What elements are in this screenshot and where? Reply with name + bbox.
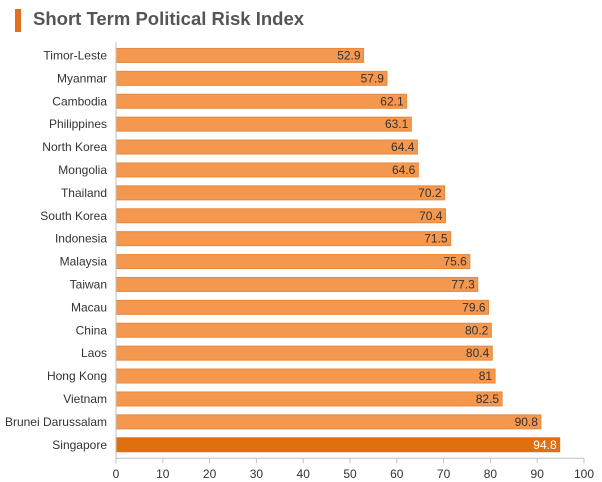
- bar: [115, 93, 408, 109]
- x-tick-label: 60: [390, 467, 404, 481]
- data-label: 75.6: [443, 255, 467, 269]
- bar: [115, 345, 493, 361]
- bar: [115, 414, 542, 430]
- data-label: 57.9: [361, 71, 385, 85]
- category-label: China: [76, 323, 108, 337]
- data-label: 80.4: [466, 346, 490, 360]
- bar: [115, 299, 490, 315]
- category-label: Philippines: [49, 117, 107, 131]
- x-tick-label: 100: [574, 467, 594, 481]
- data-label: 90.8: [515, 415, 539, 429]
- bar: [115, 208, 446, 224]
- data-label: 70.4: [419, 209, 443, 223]
- data-label: 80.2: [465, 323, 489, 337]
- data-label: 82.5: [476, 392, 500, 406]
- bar: [115, 47, 365, 63]
- category-label: Mongolia: [58, 163, 107, 177]
- bar: [115, 437, 561, 453]
- x-tick-label: 80: [484, 467, 498, 481]
- bar: [115, 185, 446, 201]
- x-tick-label: 30: [250, 467, 264, 481]
- x-tick-label: 10: [156, 467, 170, 481]
- x-tick-label: 20: [203, 467, 217, 481]
- data-label: 64.6: [392, 163, 416, 177]
- category-label: Malaysia: [60, 255, 108, 269]
- category-label: Macau: [71, 300, 107, 314]
- x-tick-label: 0: [113, 467, 120, 481]
- bar: [115, 368, 496, 384]
- chart-title: Short Term Political Risk Index: [33, 8, 305, 29]
- data-label: 62.1: [380, 94, 404, 108]
- data-label: 81: [479, 369, 493, 383]
- category-label: Vietnam: [63, 392, 107, 406]
- category-label: Cambodia: [52, 94, 107, 108]
- category-label: Singapore: [52, 438, 107, 452]
- bar: [115, 254, 471, 270]
- data-label: 70.2: [418, 186, 442, 200]
- data-label: 77.3: [451, 277, 475, 291]
- data-label: 52.9: [337, 48, 361, 62]
- data-label: 79.6: [462, 300, 486, 314]
- bar: [115, 116, 412, 132]
- bar: [115, 139, 418, 155]
- category-label: Timor-Leste: [43, 48, 107, 62]
- bar: [115, 70, 388, 86]
- bar: [115, 231, 452, 247]
- category-label: Myanmar: [57, 71, 107, 85]
- data-label: 64.4: [391, 140, 415, 154]
- category-label: Thailand: [61, 186, 107, 200]
- x-tick-label: 40: [297, 467, 311, 481]
- title-accent-bar: [15, 9, 21, 32]
- bar: [115, 276, 479, 292]
- data-label: 94.8: [533, 438, 557, 452]
- data-label: 63.1: [385, 117, 409, 131]
- category-label: Laos: [81, 346, 107, 360]
- data-label: 71.5: [424, 232, 448, 246]
- category-label: Brunei Darussalam: [5, 415, 107, 429]
- category-label: South Korea: [40, 209, 107, 223]
- x-tick-label: 50: [343, 467, 357, 481]
- category-label: Indonesia: [55, 232, 107, 246]
- x-tick-label: 70: [437, 467, 451, 481]
- bar: [115, 322, 492, 338]
- category-label: Taiwan: [70, 277, 107, 291]
- x-tick-label: 90: [531, 467, 545, 481]
- category-label: North Korea: [42, 140, 107, 154]
- category-label: Hong Kong: [47, 369, 107, 383]
- bar: [115, 162, 419, 178]
- bar: [115, 391, 503, 407]
